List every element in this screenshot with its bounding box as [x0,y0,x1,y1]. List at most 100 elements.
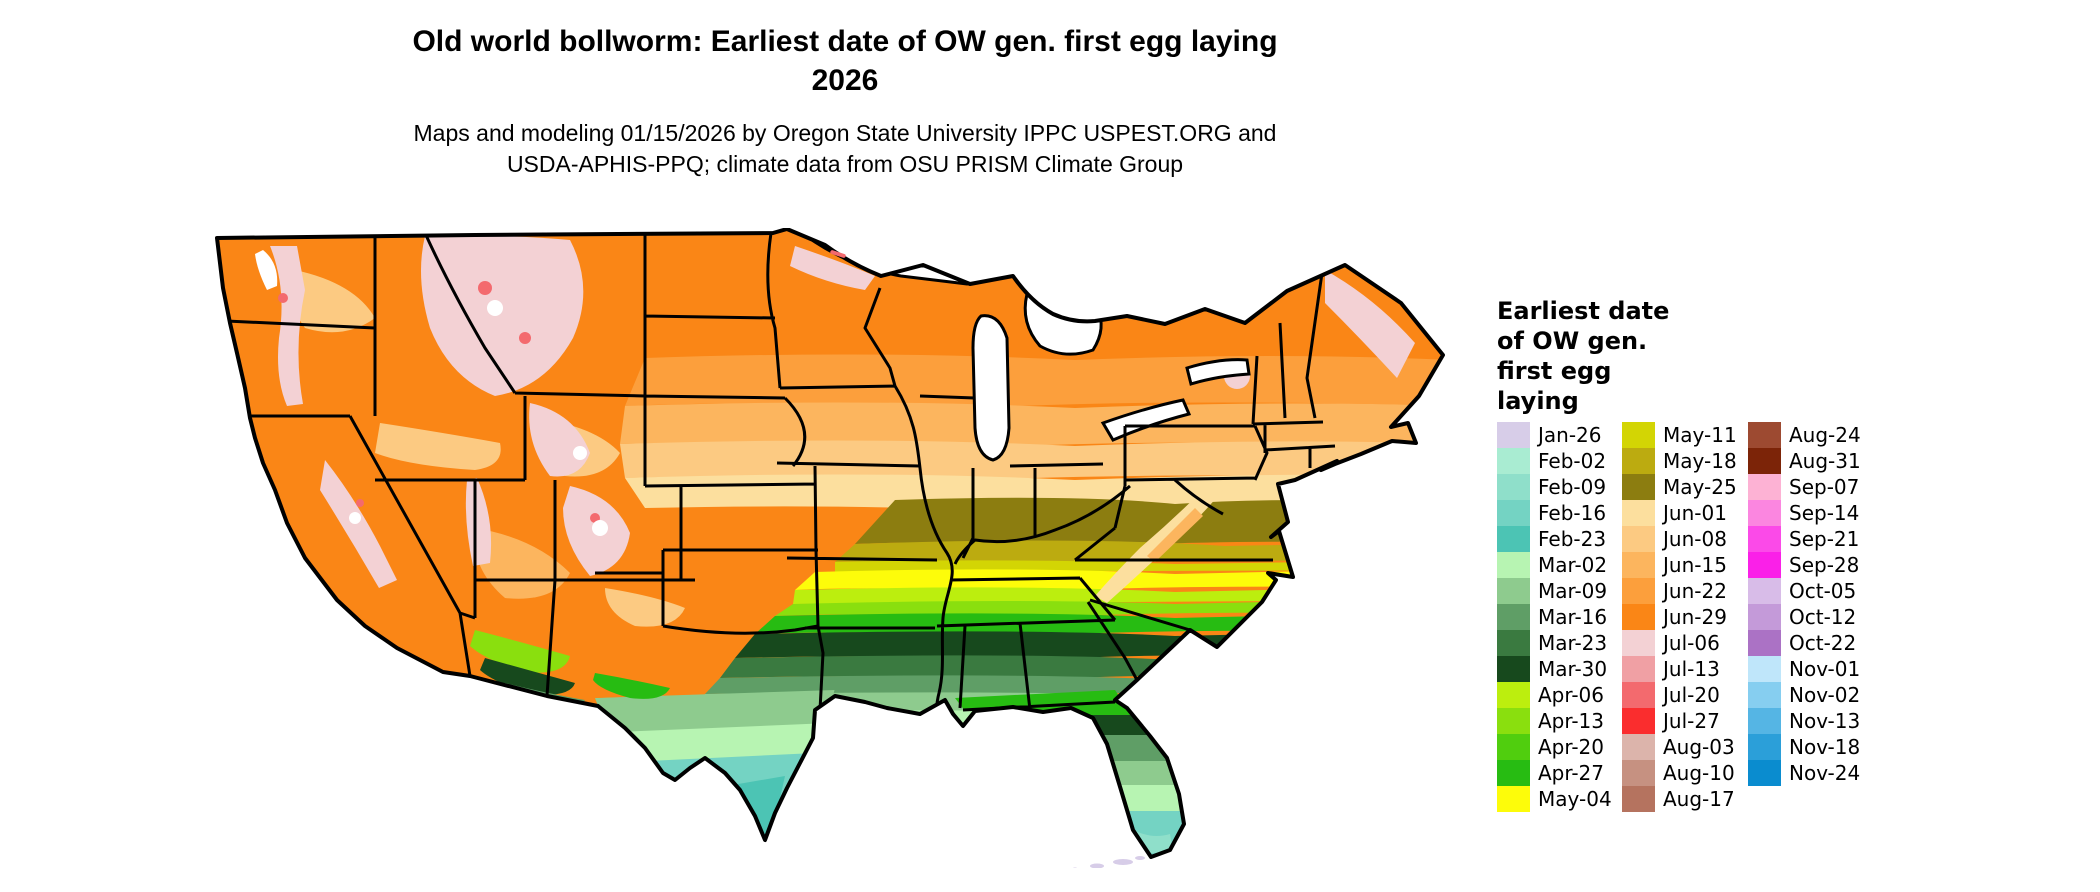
legend-label-Aug-31: Aug-31 [1789,449,1861,473]
legend-swatch-Aug-31 [1748,448,1781,474]
legend-entry-Apr-06: Apr-06 [1497,682,1612,708]
legend-entry-Aug-17: Aug-17 [1622,786,1737,812]
legend-entry-Jul-06: Jul-06 [1622,630,1737,656]
socal-dark-sage [323,653,385,684]
legend-label-Aug-17: Aug-17 [1663,787,1735,811]
legend-entry-May-04: May-04 [1497,786,1612,812]
summit-white-2 [573,446,587,460]
legend-label-Feb-16: Feb-16 [1538,501,1607,525]
legend-swatch-Nov-13 [1748,708,1781,734]
legend-label-Jul-06: Jul-06 [1663,631,1720,655]
snake-river-plain [375,423,501,470]
legend-swatch-Mar-09 [1497,578,1530,604]
legend-label-Nov-02: Nov-02 [1789,683,1861,707]
legend-title-line-3: first egg [1497,357,1612,385]
legend-label-Nov-01: Nov-01 [1789,657,1861,681]
legend-swatch-May-11 [1622,422,1655,448]
legend-label-Aug-10: Aug-10 [1663,761,1735,785]
legend-entry-Aug-31: Aug-31 [1748,448,1861,474]
legend-label-Aug-03: Aug-03 [1663,735,1735,759]
legend-entry-Mar-09: Mar-09 [1497,578,1612,604]
fl-light-sage [955,761,1184,785]
legend-label-Jun-15: Jun-15 [1663,553,1727,577]
legend-swatch-Jun-29 [1622,604,1655,630]
page-title: Old world bollworm: Earliest date of OW … [0,22,1690,100]
legend-swatch-Apr-13 [1497,708,1530,734]
nm-basin [605,588,685,627]
legend-swatch-Jun-08 [1622,526,1655,552]
legend-entry-Jun-29: Jun-29 [1622,604,1737,630]
legend-entry-Sep-14: Sep-14 [1748,500,1861,526]
map-band-mar-23 [720,654,1443,680]
state-borders [217,232,1336,729]
legend-label-Jul-27: Jul-27 [1663,709,1720,733]
legend-swatch-Feb-02 [1497,448,1530,474]
map-band-jun-15 [620,402,1443,448]
legend-label-May-18: May-18 [1663,449,1737,473]
legend-swatch-Apr-20 [1497,734,1530,760]
legend-label-Mar-30: Mar-30 [1538,657,1608,681]
legend-swatch-May-18 [1622,448,1655,474]
legend-label-Apr-06: Apr-06 [1538,683,1604,707]
nm-border-green [593,673,670,699]
legend-label-Jan-26: Jan-26 [1538,423,1602,447]
chart-header: Old world bollworm: Earliest date of OW … [0,22,1690,180]
legend-swatch-May-04 [1497,786,1530,812]
legend-label-Aug-24: Aug-24 [1789,423,1861,447]
maine-pink [1325,270,1415,378]
legend-label-Nov-24: Nov-24 [1789,761,1861,785]
map-legend: Earliest date of OW gen. first egg layin… [1497,296,1897,812]
legend-entry-Jan-26: Jan-26 [1497,422,1612,448]
legend-entry-Mar-23: Mar-23 [1497,630,1612,656]
legend-swatch-Sep-21 [1748,526,1781,552]
legend-label-Sep-28: Sep-28 [1789,553,1860,577]
legend-label-Jun-29: Jun-29 [1663,605,1727,629]
rockies-red-fleck-2 [519,332,531,344]
fl-mint [955,785,1184,811]
legend-entry-Feb-16: Feb-16 [1497,500,1612,526]
legend-entry-May-25: May-25 [1622,474,1737,500]
legend-swatch-Nov-18 [1748,734,1781,760]
legend-label-Oct-22: Oct-22 [1789,631,1857,655]
legend-entry-Nov-24: Nov-24 [1748,760,1861,786]
legend-swatch-Apr-27 [1497,760,1530,786]
sierra-pink [320,460,397,588]
legend-column-3: Aug-24 Aug-31 Sep-07 Sep-14 Sep-21 Sep-28 Oct-… [1748,422,1861,786]
legend-entry-Feb-09: Feb-09 [1497,474,1612,500]
legend-swatch-Jul-20 [1622,682,1655,708]
cascades-pink [270,246,305,406]
legend-swatch-Jul-13 [1622,656,1655,682]
legend-swatch-Nov-01 [1748,656,1781,682]
superior-shore-pink [790,246,875,290]
sierra-red-fleck [356,499,364,507]
legend-entry-Jul-13: Jul-13 [1622,656,1737,682]
legend-label-Apr-20: Apr-20 [1538,735,1604,759]
stx-teal [605,753,815,840]
cascade-red-fleck [278,293,288,303]
legend-entry-Jun-08: Jun-08 [1622,526,1737,552]
legend-title-line-4: laying [1497,387,1579,415]
yellowstone-pink [529,403,590,477]
legend-swatch-Nov-02 [1748,682,1781,708]
legend-label-Jun-08: Jun-08 [1663,527,1727,551]
legend-column-2: May-11 May-18 May-25 Jun-01 Jun-08 Jun-15 Jun-… [1622,422,1737,812]
legend-label-Mar-09: Mar-09 [1538,579,1608,603]
legend-entry-Aug-03: Aug-03 [1622,734,1737,760]
us-map [175,228,1450,868]
socal-sage [279,596,340,656]
map-band-jun-22 [625,354,1443,408]
legend-label-Sep-21: Sep-21 [1789,527,1860,551]
legend-label-May-25: May-25 [1663,475,1737,499]
legend-entry-Apr-13: Apr-13 [1497,708,1612,734]
legend-label-Nov-13: Nov-13 [1789,709,1861,733]
map-band-jun-08 [620,440,1443,480]
summit-white-1 [487,300,503,316]
legend-entry-Mar-16: Mar-16 [1497,604,1612,630]
chart-subtitle: Maps and modeling 01/15/2026 by Oregon S… [0,118,1690,180]
legend-entry-Jun-15: Jun-15 [1622,552,1737,578]
legend-label-Mar-23: Mar-23 [1538,631,1608,655]
us-outline [215,228,1445,859]
superior-red-dash [830,250,846,258]
title-line-1: Old world bollworm: Earliest date of OW … [412,25,1278,58]
legend-label-Oct-12: Oct-12 [1789,605,1857,629]
